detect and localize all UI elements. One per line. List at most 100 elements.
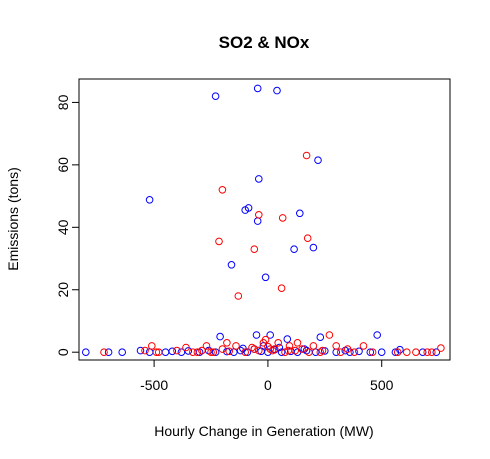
data-point (173, 346, 181, 355)
data-point (145, 196, 154, 204)
data-point (193, 348, 202, 357)
chart-title: SO2 & NOx (219, 33, 310, 52)
data-point (368, 348, 377, 357)
data-point (373, 331, 382, 339)
data-point (309, 342, 318, 350)
data-point (227, 261, 236, 269)
data-point (236, 346, 245, 355)
data-point (428, 348, 436, 357)
data-point (332, 342, 341, 350)
data-point (218, 186, 227, 194)
data-point (223, 339, 231, 347)
data-point (264, 342, 272, 351)
data-point (396, 345, 404, 354)
data-point (281, 348, 289, 357)
data-point (148, 342, 156, 350)
data-point (303, 234, 312, 242)
data-point (278, 214, 287, 222)
x-tick-label: 0 (264, 377, 272, 393)
y-tick-label: 0 (55, 348, 71, 356)
data-point (253, 217, 262, 225)
data-point (104, 348, 113, 357)
data-point (152, 348, 161, 357)
data-point (218, 345, 227, 353)
data-point (118, 348, 126, 357)
data-point (250, 245, 259, 253)
data-point (298, 345, 306, 353)
data-point (177, 348, 186, 357)
data-point (302, 346, 311, 355)
data-point (268, 346, 277, 355)
data-point (305, 348, 313, 357)
data-point (273, 86, 281, 95)
data-point (209, 348, 218, 357)
data-point (136, 346, 145, 355)
data-point (182, 343, 190, 352)
data-point (141, 346, 149, 355)
data-point (215, 237, 223, 246)
data-point (432, 348, 441, 357)
plot-frame (78, 78, 451, 361)
data-point (248, 343, 256, 352)
x-axis-label: Hourly Change in Generation (MW) (154, 423, 373, 439)
data-point (274, 339, 283, 347)
data-point (168, 347, 177, 356)
data-point (359, 342, 368, 350)
data-point (202, 342, 211, 350)
data-point (241, 348, 249, 357)
x-tick-label: -500 (140, 377, 168, 393)
data-point (316, 348, 325, 357)
data-point (243, 348, 252, 357)
data-point (261, 335, 270, 344)
data-point (145, 348, 154, 357)
data-point (239, 344, 247, 353)
y-tick-label: 60 (55, 157, 71, 173)
data-point (261, 273, 270, 282)
data-point (100, 348, 108, 357)
data-point (284, 346, 293, 355)
y-tick-label: 80 (55, 94, 71, 110)
data-point (266, 345, 275, 353)
data-point (232, 342, 240, 350)
data-point (244, 204, 253, 212)
data-point (325, 331, 334, 339)
data-point (336, 348, 345, 357)
x-tick-label: 500 (370, 377, 394, 393)
data-point (302, 151, 311, 160)
data-point (277, 348, 286, 357)
data-point (283, 335, 292, 343)
data-point (250, 345, 259, 353)
y-axis: 0 20 40 60 80 (55, 94, 80, 356)
data-point (207, 348, 215, 357)
data-point (377, 348, 386, 357)
data-point (270, 345, 279, 353)
data-point (293, 339, 302, 347)
y-tick-label: 40 (55, 219, 71, 235)
data-point (277, 284, 286, 293)
data-point (161, 348, 170, 357)
data-point (285, 342, 294, 350)
data-point (198, 346, 206, 355)
y-tick-label: 20 (55, 282, 71, 298)
data-point (253, 84, 262, 93)
data-point (437, 344, 445, 352)
data-point (314, 156, 322, 164)
points-layer (82, 84, 445, 357)
data-point (275, 343, 284, 352)
data-point (343, 345, 352, 353)
data-point (189, 348, 197, 357)
data-point (309, 243, 318, 252)
data-point (211, 92, 220, 100)
data-point (318, 346, 327, 355)
data-point (252, 331, 261, 339)
data-point (254, 175, 263, 183)
data-point (230, 348, 238, 357)
data-point (82, 348, 90, 357)
data-point (391, 348, 400, 357)
data-point (225, 347, 233, 356)
data-point (366, 348, 375, 357)
y-axis-label: Emissions (tons) (5, 167, 21, 270)
data-point (393, 348, 402, 357)
data-point (254, 211, 263, 219)
